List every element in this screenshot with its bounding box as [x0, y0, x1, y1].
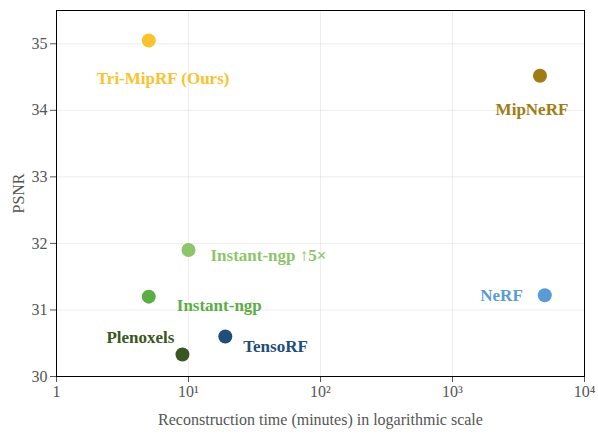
svg-text:32: 32 — [32, 235, 48, 252]
svg-text:TensoRF: TensoRF — [243, 337, 308, 356]
svg-text:1: 1 — [53, 383, 61, 400]
svg-text:33: 33 — [32, 168, 48, 185]
svg-text:Instant-ngp: Instant-ngp — [177, 296, 262, 315]
svg-text:35: 35 — [32, 35, 48, 52]
svg-text:30: 30 — [32, 368, 48, 385]
svg-text:Tri-MipRF (Ours): Tri-MipRF (Ours) — [97, 69, 230, 88]
svg-text:10⁴: 10⁴ — [574, 383, 596, 400]
svg-text:NeRF: NeRF — [480, 286, 522, 305]
svg-text:Instant-ngp ↑5×: Instant-ngp ↑5× — [211, 246, 327, 265]
svg-text:34: 34 — [32, 101, 48, 118]
svg-text:PSNR: PSNR — [10, 173, 27, 213]
svg-text:MipNeRF: MipNeRF — [496, 100, 569, 119]
svg-text:10¹: 10¹ — [178, 383, 199, 400]
svg-text:Reconstruction time (minutes): Reconstruction time (minutes) in logarit… — [158, 411, 483, 429]
svg-text:10²: 10² — [310, 383, 331, 400]
svg-text:10³: 10³ — [442, 383, 463, 400]
svg-text:31: 31 — [32, 301, 48, 318]
svg-text:Plenoxels: Plenoxels — [106, 328, 174, 347]
